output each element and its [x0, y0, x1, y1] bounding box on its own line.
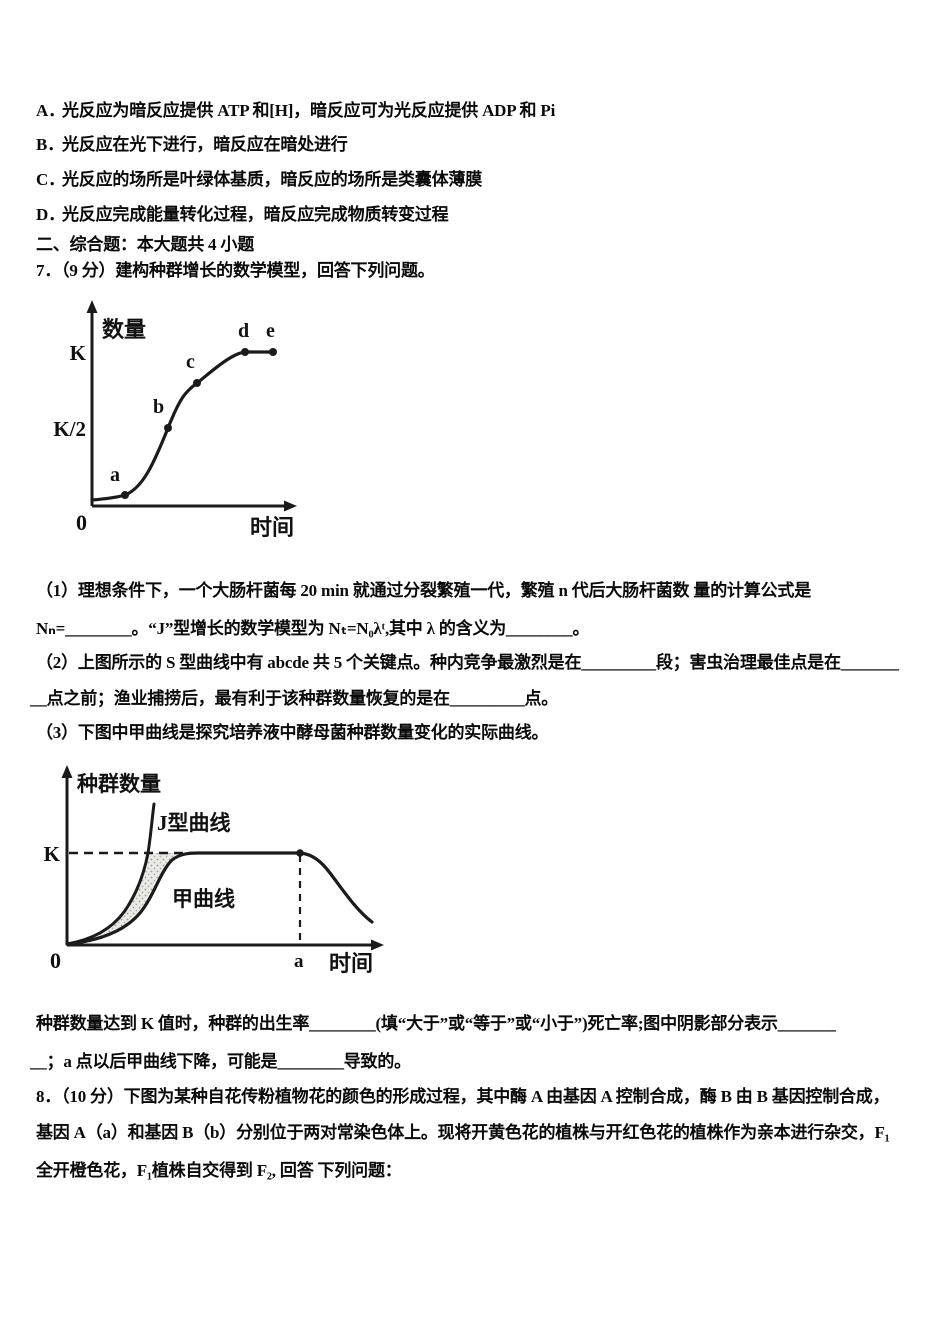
point-c-label: c: [186, 351, 195, 373]
q7-part3-line3: __；a 点以后甲曲线下降，可能是________导致的。: [30, 1052, 411, 1071]
y-axis-arrow-icon: [61, 765, 73, 778]
x-axis-arrow-icon: [284, 500, 297, 512]
option-d: D． 光反应完成能量转化过程，暗反应完成物质转变过程: [36, 204, 449, 226]
option-d-text: 光反应完成能量转化过程，暗反应完成物质转变过程: [62, 205, 449, 224]
q7-part3-line1: （3）下图中甲曲线是探究培养液中酵母菌种群数量变化的实际曲线。: [36, 723, 549, 742]
yeast-chart: 种群数量 J型曲线 K 甲曲线 0 a 时间: [44, 765, 384, 976]
point-d-dot: [241, 348, 249, 356]
figure2-origin: 0: [50, 948, 61, 973]
point-e-dot: [269, 348, 277, 356]
option-a-text: 光反应为暗反应提供 ATP 和[H]，暗反应可为光反应提供 ADP 和 Pi: [62, 101, 556, 120]
figure-yeast-curve: 种群数量 J型曲线 K 甲曲线 0 a 时间: [42, 762, 392, 992]
point-b-dot: [164, 424, 172, 432]
option-c-label: C．: [36, 170, 65, 189]
figure1-origin: 0: [76, 510, 87, 535]
point-e-label: e: [266, 320, 275, 342]
point-c-dot: [193, 379, 201, 387]
q7-part3-line2: 种群数量达到 K 值时，种群的出生率________(填“大于”或“等于”或“小…: [36, 1014, 836, 1033]
option-a-label: A．: [36, 101, 65, 120]
section-header: 二、综合题：本大题共 4 小题: [36, 235, 254, 254]
option-b-text: 光反应在光下进行，暗反应在暗处进行: [62, 135, 348, 154]
question-7-intro: 7．（9 分）建构种群增长的数学模型，回答下列问题。: [36, 261, 435, 280]
q7-part1-line2: Nₙ=________。“J”型增长的数学模型为 Nₜ=N₀λᵗ,其中 λ 的含…: [36, 619, 590, 638]
s-curve-chart: 数量 K K/2 0 时间 a b c d e: [53, 300, 297, 540]
q7-part2-line1: （2）上图所示的 S 型曲线中有 abcde 共 5 个关键点。种内竞争最激烈是…: [36, 653, 899, 672]
x-axis-arrow-icon: [371, 939, 384, 951]
option-c: C． 光反应的场所是叶绿体基质，暗反应的场所是类囊体薄膜: [36, 169, 482, 191]
jia-curve: [65, 851, 374, 946]
option-a: A． 光反应为暗反应提供 ATP 和[H]，暗反应可为光反应提供 ADP 和 P…: [36, 100, 555, 122]
q8-line2: 基因 A（a）和基因 B（b）分别位于两对常染色体上。现将开黄色花的植株与开红色…: [36, 1123, 890, 1142]
j-curve-label: J型曲线: [157, 811, 231, 835]
option-d-label: D．: [36, 205, 65, 224]
figure1-x-label: 时间: [250, 515, 294, 540]
option-c-text: 光反应的场所是叶绿体基质，暗反应的场所是类囊体薄膜: [62, 170, 482, 189]
q7-part2-line2: __点之前；渔业捕捞后，最有利于该种群数量恢复的是在_________点。: [30, 689, 559, 708]
j-curve: [65, 802, 156, 946]
a-point-dot: [296, 849, 304, 857]
jia-curve-label: 甲曲线: [172, 887, 235, 911]
figure2-a-label: a: [294, 951, 304, 972]
figure1-y-label: 数量: [102, 317, 146, 342]
point-d-label: d: [238, 320, 249, 342]
figure1-k-tick: K: [70, 341, 87, 365]
option-b-label: B．: [36, 135, 64, 154]
point-a-dot: [121, 491, 129, 499]
figure2-k-tick: K: [44, 842, 61, 866]
q8-line1: 8．（10 分）下图为某种自花传粉植物花的颜色的形成过程，其中酶 A 由基因 A…: [36, 1087, 890, 1106]
point-a-label: a: [110, 464, 120, 486]
option-b: B． 光反应在光下进行，暗反应在暗处进行: [36, 134, 348, 156]
q7-part1-line1: （1）理想条件下，一个大肠杆菌每 20 min 就通过分裂繁殖一代，繁殖 n 代…: [36, 581, 811, 600]
y-axis-arrow-icon: [86, 300, 98, 313]
point-b-label: b: [153, 396, 164, 418]
figure2-x-label: 时间: [329, 951, 373, 976]
q8-line3: 全开橙色花，F₁植株自交得到 F₂, 回答 下列问题：: [36, 1161, 402, 1180]
figure1-k2-tick: K/2: [53, 417, 86, 441]
figure-s-curve: 数量 K K/2 0 时间 a b c d e: [50, 297, 310, 547]
figure2-y-label: 种群数量: [76, 772, 161, 796]
